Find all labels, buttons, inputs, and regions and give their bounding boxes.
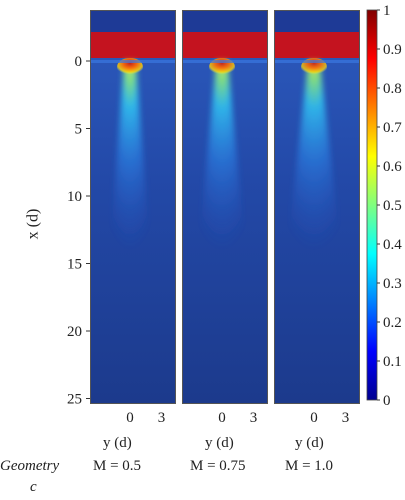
y-tick-label: 20: [67, 324, 82, 340]
colorbar-tick-label: 0.8: [383, 81, 402, 97]
y-tick-label: 5: [75, 122, 83, 138]
surface-line: [90, 60, 176, 63]
surface-line: [182, 60, 268, 63]
panel-red-band: [274, 32, 360, 58]
y-tick-label: 15: [67, 257, 82, 273]
x-axis-label-panel-1: y (d): [103, 435, 132, 451]
x-tick-label: 3: [158, 410, 166, 426]
colorbar: 0 0.1 0.2 0.3 0.4 0.5 0.6 0.7 0.8 0.9 1: [366, 3, 402, 409]
geometry-label: Geometry: [0, 458, 60, 474]
x-axis-label-panel-2: y (d): [205, 435, 234, 451]
y-axis: 0 5 10 15 20 25: [67, 54, 90, 408]
colorbar-tick-label: 0.5: [383, 198, 402, 214]
x-tick-label: 0: [126, 410, 134, 426]
surface-line: [274, 60, 360, 63]
panel-label-3: M = 1.0: [285, 458, 334, 474]
y-tick-label: 0: [75, 54, 83, 70]
colorbar-gradient: [366, 9, 378, 401]
panel-red-band: [90, 32, 176, 58]
x-axis-label-panel-3: y (d): [295, 435, 324, 451]
x-tick-label: 3: [342, 410, 350, 426]
panel-frame: [90, 10, 176, 404]
panel-top-band: [182, 10, 268, 32]
jet-plume: [287, 61, 341, 250]
colorbar-tick-label: 0.4: [383, 237, 402, 253]
panel-red-band: [182, 32, 268, 58]
y-tick-label: 25: [67, 392, 82, 408]
panel-frame: [274, 10, 360, 404]
colorbar-tick-label: 1: [383, 3, 391, 19]
colorbar-tick-label: 0: [383, 393, 391, 409]
panel-label-2: M = 0.75: [190, 458, 246, 474]
colorbar-tick-label: 0.7: [383, 120, 402, 136]
colorbar-tick-label: 0.3: [383, 276, 402, 292]
colorbar-tick-label: 0.9: [383, 42, 402, 58]
colorbar-tick-label: 0.2: [383, 315, 402, 331]
colorbar-tick-label: 0.6: [383, 159, 402, 175]
y-axis-label: x (d): [24, 208, 42, 240]
geometry-letter: c: [30, 479, 37, 495]
x-tick-label: 0: [218, 410, 226, 426]
jet-plume: [109, 61, 151, 250]
panel-top-band: [90, 10, 176, 32]
panel-label-1: M = 0.5: [93, 458, 142, 474]
x-tick-label: 0: [310, 410, 318, 426]
jet-plume: [198, 61, 246, 250]
panel-top-band: [274, 10, 360, 32]
x-tick-label: 3: [250, 410, 258, 426]
y-tick-label: 10: [67, 189, 82, 205]
panel-frame: [182, 10, 268, 404]
colorbar-tick-label: 0.1: [383, 354, 402, 370]
